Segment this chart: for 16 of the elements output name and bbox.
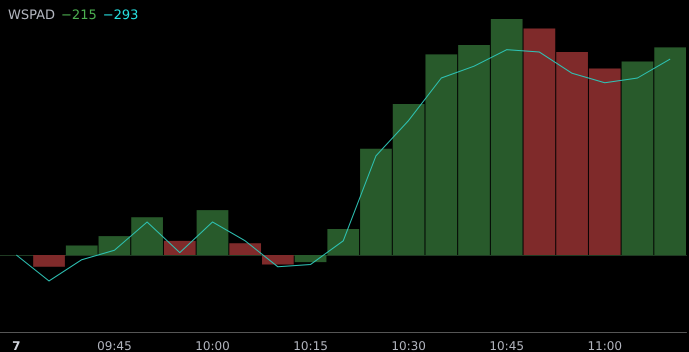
x-tick-label: 10:15: [293, 339, 328, 352]
chart-title: WSPAD: [8, 8, 56, 23]
annotation: −215: [61, 8, 97, 23]
annotation: −293: [102, 8, 138, 23]
x-tick-label: 10:30: [391, 339, 426, 352]
bar: [294, 255, 326, 262]
bar: [164, 240, 196, 255]
bar: [196, 210, 228, 255]
x-tick-label: 10:45: [489, 339, 524, 352]
x-tick-label: 09:45: [97, 339, 132, 352]
bar: [229, 243, 262, 255]
bar: [33, 255, 65, 267]
x-tick-label: 11:00: [587, 339, 622, 352]
x-tick-label: 10:00: [195, 339, 230, 352]
x-tick-label: 7: [12, 339, 21, 352]
bar: [262, 255, 294, 264]
